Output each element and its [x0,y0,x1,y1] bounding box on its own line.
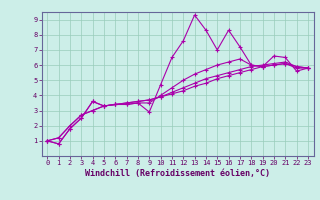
X-axis label: Windchill (Refroidissement éolien,°C): Windchill (Refroidissement éolien,°C) [85,169,270,178]
